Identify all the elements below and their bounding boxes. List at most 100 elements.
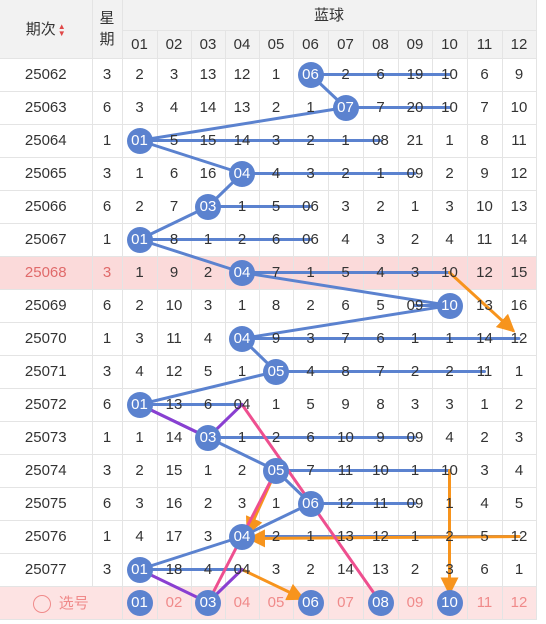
period-cell: 25074 xyxy=(0,454,93,488)
omission-cell: 5 xyxy=(293,388,329,422)
omission-cell: 5 xyxy=(157,124,192,158)
pick-ball-07[interactable]: 07 xyxy=(328,586,364,620)
pick-label[interactable]: 选号 xyxy=(0,586,123,620)
omission-cell: 2 xyxy=(191,487,226,521)
omission-cell: 9 xyxy=(363,421,399,455)
table-row: 25073 1 1 14 03 1 2 6 10 9 09 4 2 3 xyxy=(0,421,537,455)
omission-cell: 12 xyxy=(157,355,192,389)
omission-cell: 5 xyxy=(363,289,399,323)
omission-cell: 10 xyxy=(432,58,468,92)
omission-cell: 4 xyxy=(467,487,503,521)
week-cell: 1 xyxy=(92,223,123,257)
pick-ball-03[interactable]: 03 xyxy=(191,586,226,620)
pick-ball-01[interactable]: 01 xyxy=(122,586,158,620)
omission-cell: 2 xyxy=(328,58,364,92)
omission-cell: 14 xyxy=(225,124,260,158)
table-row: 25067 1 01 8 1 2 6 06 4 3 2 4 11 14 xyxy=(0,223,537,257)
period-header[interactable]: 期次 ▲ ▼ xyxy=(0,0,93,59)
column-header-07: 07 xyxy=(328,30,364,59)
week-cell: 3 xyxy=(92,454,123,488)
sort-icon[interactable]: ▲ ▼ xyxy=(57,22,66,39)
table-row: 25076 1 4 17 3 04 2 1 13 12 1 2 5 12 xyxy=(0,520,537,554)
table-row: 25070 1 3 11 4 04 9 3 7 6 1 1 14 12 xyxy=(0,322,537,356)
omission-cell: 5 xyxy=(467,520,503,554)
trend-table: 期次 ▲ ▼ 星 期 蓝球 01 02 03 04 05 06 07 08 09 10 11 12 250… xyxy=(0,0,537,620)
omission-cell: 12 xyxy=(502,520,537,554)
omission-cell: 19 xyxy=(398,58,433,92)
week-cell: 6 xyxy=(92,487,123,521)
omission-cell: 6 xyxy=(157,157,192,191)
omission-cell: 14 xyxy=(502,223,537,257)
omission-cell: 14 xyxy=(467,322,503,356)
omission-cell: 20 xyxy=(398,91,433,125)
pick-ball-09[interactable]: 09 xyxy=(398,586,433,620)
circle-icon[interactable] xyxy=(32,595,51,614)
column-header-03: 03 xyxy=(191,30,226,59)
period-cell: 25064 xyxy=(0,124,93,158)
week-cell: 3 xyxy=(92,355,123,389)
pick-ball-08[interactable]: 08 xyxy=(363,586,399,620)
omission-cell: 21 xyxy=(398,124,433,158)
omission-cell: 04 xyxy=(225,388,260,422)
drawn-ball: 04 xyxy=(225,157,260,191)
drawn-ball: 01 xyxy=(122,553,158,587)
omission-cell: 3 xyxy=(467,454,503,488)
drawn-ball: 01 xyxy=(122,388,158,422)
omission-cell: 2 xyxy=(225,454,260,488)
pick-row: 选号 01 02 03 04 05 06 07 08 09 10 11 12 xyxy=(0,586,537,620)
period-cell: 25062 xyxy=(0,58,93,92)
omission-cell: 13 xyxy=(328,520,364,554)
period-cell: 25071 xyxy=(0,355,93,389)
omission-cell: 10 xyxy=(157,289,192,323)
pick-ball-02[interactable]: 02 xyxy=(157,586,192,620)
pick-ball-11[interactable]: 11 xyxy=(467,586,503,620)
omission-cell: 3 xyxy=(363,223,399,257)
omission-cell: 2 xyxy=(259,91,294,125)
omission-cell: 13 xyxy=(467,289,503,323)
omission-cell: 3 xyxy=(225,487,260,521)
week-cell: 3 xyxy=(92,256,123,290)
omission-cell: 1 xyxy=(225,190,260,224)
omission-cell: 1 xyxy=(293,520,329,554)
omission-cell: 2 xyxy=(293,553,329,587)
omission-cell: 1 xyxy=(398,454,433,488)
column-header-01: 01 xyxy=(122,30,158,59)
period-cell: 25075 xyxy=(0,487,93,521)
omission-cell: 17 xyxy=(157,520,192,554)
omission-cell: 10 xyxy=(432,91,468,125)
drawn-ball: 10 xyxy=(432,289,468,323)
omission-cell: 3 xyxy=(328,190,364,224)
drawn-ball: 04 xyxy=(225,520,260,554)
omission-cell: 14 xyxy=(191,91,226,125)
omission-cell: 3 xyxy=(122,322,158,356)
pick-ball-05[interactable]: 05 xyxy=(259,586,294,620)
omission-cell: 16 xyxy=(502,289,537,323)
omission-cell: 1 xyxy=(122,256,158,290)
omission-cell: 3 xyxy=(122,91,158,125)
period-cell: 25072 xyxy=(0,388,93,422)
pick-ball-06[interactable]: 06 xyxy=(293,586,329,620)
omission-cell: 09 xyxy=(398,289,433,323)
omission-cell: 9 xyxy=(157,256,192,290)
omission-cell: 1 xyxy=(502,553,537,587)
week-cell: 1 xyxy=(92,124,123,158)
omission-cell: 1 xyxy=(363,157,399,191)
pick-ball-12[interactable]: 12 xyxy=(502,586,537,620)
omission-cell: 1 xyxy=(225,421,260,455)
omission-cell: 9 xyxy=(502,58,537,92)
omission-cell: 1 xyxy=(191,454,226,488)
omission-cell: 3 xyxy=(293,157,329,191)
omission-cell: 1 xyxy=(398,520,433,554)
omission-cell: 12 xyxy=(363,520,399,554)
pick-ball-04[interactable]: 04 xyxy=(225,586,260,620)
column-header-06: 06 xyxy=(293,30,329,59)
omission-cell: 15 xyxy=(502,256,537,290)
omission-cell: 7 xyxy=(363,355,399,389)
column-header-12: 12 xyxy=(502,30,537,59)
omission-cell: 1 xyxy=(293,256,329,290)
period-cell: 25073 xyxy=(0,421,93,455)
omission-cell: 2 xyxy=(328,157,364,191)
omission-cell: 13 xyxy=(225,91,260,125)
pick-ball-10[interactable]: 10 xyxy=(432,586,468,620)
